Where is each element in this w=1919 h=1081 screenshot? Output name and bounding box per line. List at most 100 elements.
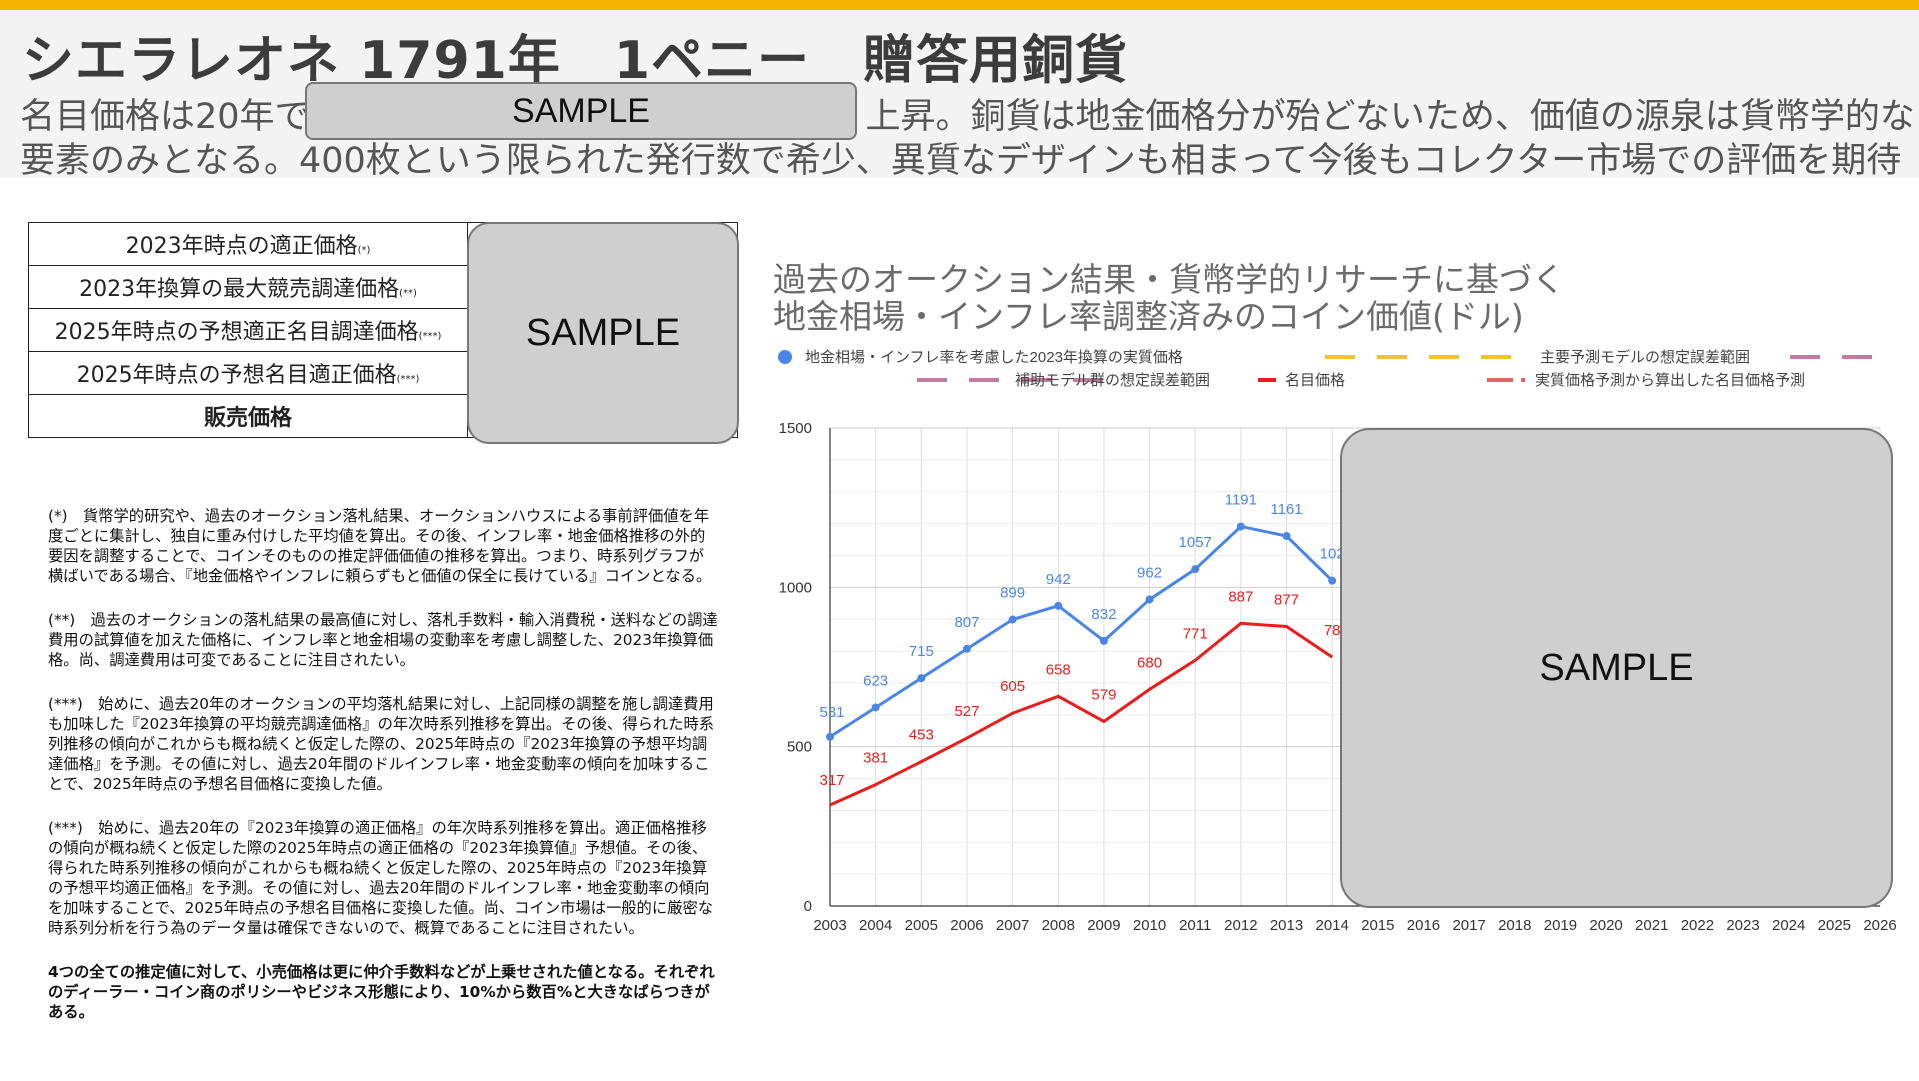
data-label: 623 xyxy=(863,672,888,689)
data-label: 317 xyxy=(819,772,844,789)
y-tick-label: 0 xyxy=(804,898,812,915)
data-label: 771 xyxy=(1183,625,1208,642)
legend-label: 補助モデル群の想定誤差範囲 xyxy=(1015,371,1210,389)
x-tick-label: 2022 xyxy=(1681,917,1714,934)
x-tick-label: 2023 xyxy=(1726,917,1759,934)
price-row-label: 2025年時点の予想名目適正価格(***) xyxy=(28,351,468,395)
sample-overlay-subtitle: SAMPLE xyxy=(305,82,857,140)
price-row-text: 2023年時点の適正価格 xyxy=(125,234,358,259)
legend-label: 名目価格 xyxy=(1285,372,1345,389)
legend-marker xyxy=(778,350,792,364)
price-row-text: 販売価格 xyxy=(203,406,292,431)
price-row-note: (**) xyxy=(399,288,417,299)
data-label: 899 xyxy=(1000,585,1025,602)
series-line-3 xyxy=(829,621,1334,807)
data-label: 527 xyxy=(954,703,979,720)
data-point xyxy=(1054,601,1063,610)
x-tick-label: 2013 xyxy=(1270,917,1303,934)
y-tick-label: 1000 xyxy=(779,579,812,596)
footnote-4: (***) 始めに、過去20年の『2023年換算の適正価格』の年次時系列推移を算… xyxy=(48,819,714,937)
x-tick-label: 2006 xyxy=(950,917,983,934)
subtitle-line-1-start: 名目価格は20年で xyxy=(20,97,310,137)
price-row-note: (***) xyxy=(396,374,420,385)
x-tick-label: 2004 xyxy=(859,917,892,934)
price-row-note: (*) xyxy=(357,245,371,256)
subtitle-line-2: 要素のみとなる。400枚という限られた発行数で希少、異質なデザインも相まって今後… xyxy=(20,141,1902,181)
price-row-note: (***) xyxy=(418,331,442,342)
data-label: 531 xyxy=(819,704,844,721)
x-tick-label: 2011 xyxy=(1179,917,1211,934)
x-tick-label: 2015 xyxy=(1361,917,1394,934)
data-label: 942 xyxy=(1046,571,1071,588)
data-label: 78 xyxy=(1324,622,1341,639)
data-label: 1191 xyxy=(1225,491,1257,508)
x-tick-label: 2018 xyxy=(1498,917,1531,934)
sample-overlay-chart: SAMPLE xyxy=(1340,428,1893,908)
data-label: 877 xyxy=(1274,592,1299,609)
footnote-1: (*) 貨幣学的研究や、過去のオークション落札結果、オークションハウスによる事前… xyxy=(48,507,712,585)
data-point xyxy=(1191,565,1200,574)
data-point xyxy=(1282,532,1291,541)
price-row-label: 2023年時点の適正価格(*) xyxy=(28,222,468,266)
data-label: 102 xyxy=(1320,546,1345,563)
legend-label: 主要予測モデルの想定誤差範囲 xyxy=(1540,348,1750,366)
x-tick-label: 2019 xyxy=(1544,917,1577,934)
footnote-2: (**) 過去のオークションの落札結果の最高値に対し、落札手数料・輸入消費税・送… xyxy=(48,611,718,669)
x-tick-label: 2026 xyxy=(1863,917,1896,934)
data-label: 832 xyxy=(1091,606,1116,623)
data-label: 453 xyxy=(909,727,934,744)
x-tick-label: 2020 xyxy=(1589,917,1622,934)
data-point xyxy=(1099,636,1108,645)
data-label: 605 xyxy=(1000,678,1025,695)
data-label: 1057 xyxy=(1179,534,1212,551)
price-row-label: 2025年時点の予想適正名目調達価格(***) xyxy=(28,308,468,352)
data-label: 715 xyxy=(909,643,934,660)
x-tick-label: 2010 xyxy=(1133,917,1166,934)
data-label: 680 xyxy=(1137,654,1162,671)
data-point xyxy=(1145,595,1154,604)
data-point xyxy=(1008,615,1017,624)
chart-title-line-1: 過去のオークション結果・貨幣学的リサーチに基づく xyxy=(773,260,1565,299)
x-tick-label: 2008 xyxy=(1042,917,1075,934)
data-label: 887 xyxy=(1228,588,1253,605)
chart-title-line-2: 地金相場・インフレ率調整済みのコイン価値(ドル) xyxy=(773,297,1524,336)
legend-label: 実質価格予測から算出した名目価格予測 xyxy=(1535,371,1805,389)
data-point xyxy=(826,732,834,741)
x-tick-label: 2007 xyxy=(996,917,1029,934)
y-tick-label: 1500 xyxy=(779,420,812,437)
price-row-text: 2023年換算の最大競売調達価格 xyxy=(79,277,400,302)
price-row-label: 販売価格 xyxy=(28,394,468,438)
y-tick-label: 500 xyxy=(787,739,812,756)
subtitle-line-1-end: 上昇。銅貨は地金価格分が殆どないため、価値の源泉は貨幣学的な xyxy=(865,97,1915,137)
data-label: 658 xyxy=(1046,661,1071,678)
top-accent-bar xyxy=(0,0,1919,10)
footnote-3: (***) 始めに、過去20年のオークションの平均落札結果に対し、上記同様の調整… xyxy=(48,695,715,793)
data-point xyxy=(1236,522,1245,531)
subtitle-line-1: 名目価格は20年で 上昇。銅貨は地金価格分が殆どないため、価値の源泉は貨幣学的な xyxy=(20,88,1915,139)
legend-label: 地金相場・インフレ率を考慮した2023年換算の実質価格 xyxy=(805,348,1183,366)
x-tick-label: 2012 xyxy=(1224,917,1257,934)
x-tick-label: 2003 xyxy=(813,917,846,934)
x-tick-label: 2009 xyxy=(1087,917,1120,934)
x-tick-label: 2014 xyxy=(1315,917,1348,934)
page-title: シエラレオネ 1791年 1ペニー 贈答用銅貨 xyxy=(22,31,1129,91)
footnotes: (*) 貨幣学的研究や、過去のオークション落札結果、オークションハウスによる事前… xyxy=(48,506,718,1046)
data-label: 962 xyxy=(1137,564,1162,581)
footnote-bold: 4つの全ての推定値に対して、小売価格は更に仲介手数料などが上乗せされた値となる。… xyxy=(48,963,715,1021)
data-label: 807 xyxy=(954,614,979,631)
data-label: 579 xyxy=(1091,686,1116,703)
x-tick-label: 2017 xyxy=(1452,917,1485,934)
data-label: 381 xyxy=(863,750,888,767)
data-point xyxy=(962,644,971,653)
price-row-text: 2025年時点の予想適正名目調達価格 xyxy=(54,320,419,345)
price-row-label: 2023年換算の最大競売調達価格(**) xyxy=(28,265,468,309)
data-label: 1161 xyxy=(1270,501,1302,518)
x-tick-label: 2016 xyxy=(1407,917,1440,934)
sample-overlay-prices: SAMPLE xyxy=(467,222,739,444)
price-row-text: 2025年時点の予想名目適正価格 xyxy=(76,363,397,388)
series-line-0 xyxy=(829,524,1334,739)
x-tick-label: 2025 xyxy=(1818,917,1851,934)
data-point xyxy=(917,674,926,683)
x-tick-label: 2005 xyxy=(905,917,938,934)
data-point xyxy=(1328,576,1337,585)
